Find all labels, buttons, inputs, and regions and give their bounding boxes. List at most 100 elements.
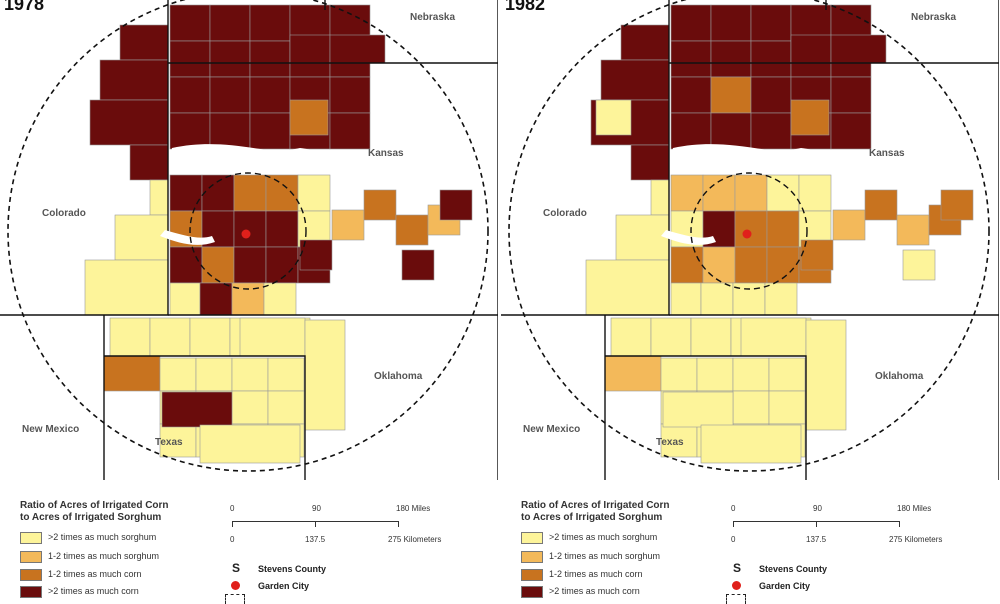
county — [650, 317, 692, 357]
county — [595, 99, 632, 136]
county — [670, 282, 702, 316]
county — [790, 99, 830, 136]
county — [149, 179, 169, 216]
buffer-circle-inner — [189, 172, 307, 290]
legend-title: Ratio of Acres of Irrigated Corn to Acre… — [20, 500, 220, 524]
scale-tick — [232, 521, 233, 527]
county — [650, 179, 670, 216]
county — [129, 144, 169, 181]
scale-miles-0: 0 — [230, 504, 235, 513]
scale-tick — [315, 521, 316, 527]
legend-title: Ratio of Acres of Irrigated Corn to Acre… — [521, 500, 721, 524]
county — [734, 210, 768, 248]
county — [750, 76, 792, 114]
garden-city-label: Garden City — [258, 581, 310, 591]
county — [732, 390, 770, 425]
county — [902, 249, 936, 281]
stevens-symbol: S — [232, 561, 241, 575]
state-label-new-mexico: New Mexico — [523, 424, 581, 435]
county — [149, 317, 191, 357]
scale-km-end: 275 Kilometers — [388, 535, 442, 544]
county — [766, 210, 800, 248]
county — [331, 209, 365, 241]
county — [199, 282, 233, 316]
state-label-oklahoma: Oklahoma — [875, 371, 924, 382]
legend-label: >2 times as much corn — [549, 586, 640, 596]
county — [109, 317, 151, 357]
county — [299, 239, 333, 271]
county — [764, 282, 798, 316]
county — [702, 246, 736, 284]
scale-km-end: 275 Kilometers — [889, 535, 943, 544]
county — [585, 259, 670, 316]
scale-tick — [733, 521, 734, 527]
legend-1982: Ratio of Acres of Irrigated Corn to Acre… — [501, 482, 999, 604]
legend-swatch — [521, 551, 543, 563]
legend-label: 1-2 times as much sorghum — [549, 551, 661, 561]
legend-swatch — [20, 586, 42, 598]
legend-title-line-1: Ratio of Acres of Irrigated Corn — [521, 500, 670, 511]
stevens-county-label: Stevens County — [258, 564, 327, 574]
county — [620, 24, 670, 61]
county — [766, 174, 800, 212]
garden-city-marker — [241, 229, 251, 239]
state-label-nebraska: Nebraska — [911, 12, 957, 23]
county — [395, 214, 429, 246]
county — [734, 174, 768, 212]
river — [160, 230, 215, 245]
county — [660, 357, 698, 392]
county — [263, 282, 297, 316]
scale-miles-mid: 90 — [312, 504, 321, 513]
county — [830, 112, 872, 150]
county — [805, 319, 847, 431]
panel-divider — [498, 0, 501, 600]
legend-label: >2 times as much corn — [48, 586, 139, 596]
legend-swatch — [521, 569, 543, 581]
county — [201, 246, 235, 284]
county — [702, 174, 736, 212]
scale-miles-end: 180 Miles — [396, 504, 431, 513]
county — [670, 4, 712, 42]
legend-title-line-1: Ratio of Acres of Irrigated Corn — [20, 500, 169, 511]
county — [832, 209, 866, 241]
state-label-nebraska: Nebraska — [410, 12, 456, 23]
state-label-texas: Texas — [656, 437, 684, 448]
buffer-ring-symbol — [225, 594, 245, 604]
county — [161, 391, 233, 428]
county — [363, 189, 397, 221]
legend-label: 1-2 times as much sorghum — [48, 551, 160, 561]
county — [710, 4, 752, 42]
scale-bar: 0 90 180 Miles 0 137.5 275 Kilometers — [230, 502, 450, 544]
county — [289, 34, 331, 64]
county — [304, 319, 346, 431]
county — [750, 4, 792, 42]
county — [800, 239, 834, 271]
stevens-county-label: Stevens County — [759, 564, 828, 574]
garden-city-symbol — [231, 581, 240, 590]
county — [289, 99, 329, 136]
county — [169, 174, 203, 212]
map-1978 — [0, 0, 498, 480]
scale-miles-mid: 90 — [813, 504, 822, 513]
county — [231, 357, 269, 392]
county — [249, 76, 291, 114]
county — [209, 76, 251, 114]
map-panel-1978: 1978 Nebraska Kansas Colorado Oklahoma N… — [0, 0, 498, 480]
county — [329, 34, 386, 64]
river — [671, 144, 828, 162]
state-label-kansas: Kansas — [368, 148, 404, 159]
county — [267, 357, 305, 392]
county — [169, 76, 211, 114]
county — [103, 355, 161, 392]
county — [169, 246, 203, 284]
county — [159, 357, 197, 392]
garden-city-symbol — [732, 581, 741, 590]
legend-label: >2 times as much sorghum — [48, 532, 157, 542]
river — [170, 144, 327, 162]
county — [233, 174, 267, 212]
county — [864, 189, 898, 221]
legend-label: 1-2 times as much corn — [48, 569, 142, 579]
county — [84, 259, 169, 316]
county — [710, 112, 752, 150]
legend-swatch — [521, 532, 543, 544]
